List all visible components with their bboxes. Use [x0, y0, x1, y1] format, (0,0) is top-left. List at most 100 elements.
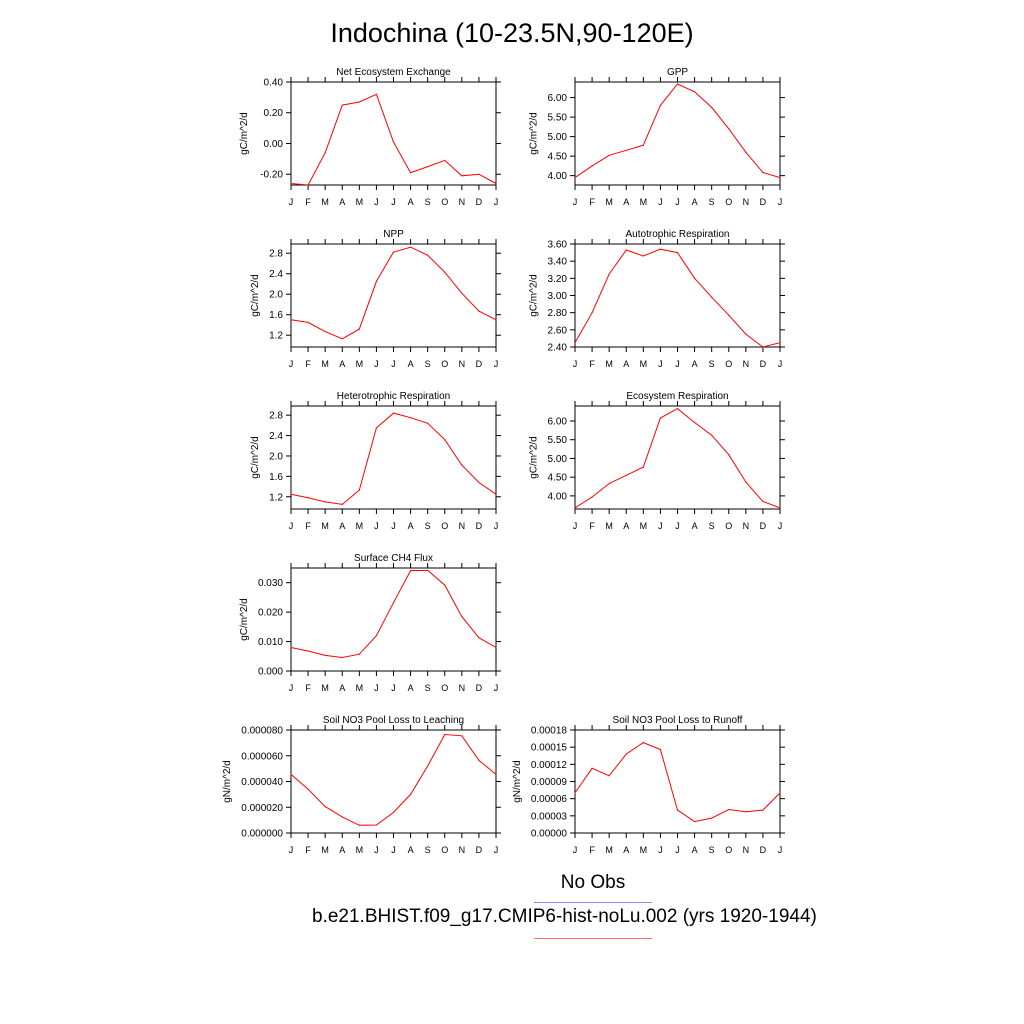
chart-title: Net Ecosystem Exchange: [336, 67, 451, 78]
x-tick-label: M: [321, 197, 329, 207]
x-tick-label: J: [494, 521, 499, 531]
x-tick-label: J: [675, 521, 680, 531]
x-tick-label: O: [441, 521, 448, 531]
x-tick-label: D: [760, 197, 767, 207]
data-point: [392, 251, 395, 253]
y-tick-label: 0.030: [258, 578, 283, 589]
x-tick-label: J: [494, 683, 499, 693]
data-point: [409, 570, 412, 572]
x-tick-label: A: [692, 359, 698, 369]
data-point: [478, 637, 480, 639]
data-point: [427, 569, 429, 571]
y-tick-label: 1.2: [269, 492, 283, 503]
data-point: [711, 434, 713, 436]
y-tick-label: 0.010: [258, 637, 283, 648]
y-tick-label: 0.000000: [241, 829, 283, 840]
page-title: Indochina (10-23.5N,90-120E): [330, 18, 694, 48]
y-tick-label: 6.00: [548, 416, 568, 427]
series-line: [574, 248, 781, 348]
data-point: [307, 321, 309, 324]
x-tick-label: A: [408, 845, 414, 855]
plot-frame: [290, 81, 497, 186]
data-point: [290, 182, 292, 185]
data-point: [375, 93, 378, 95]
data-point: [608, 482, 610, 485]
x-tick-label: J: [658, 845, 663, 855]
x-tick-label: J: [391, 683, 396, 693]
series-line: [290, 93, 497, 186]
y-tick-label: 2.0: [269, 451, 283, 462]
data-point: [478, 481, 480, 484]
y-tick-label: 4.50: [548, 473, 568, 484]
data-point: [591, 767, 593, 769]
plot-frame: [290, 567, 497, 672]
x-tick-label: F: [305, 521, 311, 531]
data-point: [409, 172, 412, 174]
data-point: [779, 507, 781, 509]
data-point: [779, 792, 781, 794]
y-axis-label: gC/m^2/d: [250, 436, 261, 479]
x-tick-label: A: [339, 521, 345, 531]
data-point: [427, 422, 429, 424]
x-tick-label: M: [640, 521, 648, 531]
data-point: [659, 417, 662, 419]
data-point: [427, 165, 429, 168]
data-point: [341, 338, 343, 340]
data-point: [625, 753, 627, 755]
x-tick-label: S: [709, 845, 715, 855]
y-tick-label: 1.6: [269, 310, 283, 321]
x-tick-label: N: [459, 197, 466, 207]
data-point: [444, 584, 446, 586]
y-tick-label: 2.40: [548, 343, 568, 354]
legend-model-line: [534, 938, 652, 939]
data-point: [762, 171, 764, 174]
x-tick-label: S: [425, 683, 431, 693]
data-point: [444, 271, 446, 273]
x-tick-label: O: [441, 683, 448, 693]
y-tick-label: 2.8: [269, 411, 283, 422]
data-point: [478, 310, 480, 312]
x-tick-label: A: [692, 845, 698, 855]
x-tick-label: M: [605, 197, 613, 207]
y-tick-label: 0.020: [258, 608, 283, 619]
x-tick-label: A: [339, 359, 345, 369]
data-point: [495, 319, 497, 321]
x-tick-label: J: [778, 197, 783, 207]
y-tick-label: 0.000: [258, 667, 283, 678]
series-line: [574, 83, 781, 179]
data-point: [375, 280, 378, 283]
data-point: [409, 246, 412, 248]
y-axis-label: gC/m^2/d: [529, 112, 540, 155]
y-tick-label: 1.2: [269, 331, 283, 342]
x-tick-label: J: [573, 521, 578, 531]
data-point: [461, 292, 463, 294]
x-tick-label: F: [589, 359, 595, 369]
data-point: [676, 83, 679, 85]
x-tick-label: J: [573, 197, 578, 207]
x-tick-label: A: [692, 521, 698, 531]
data-point: [779, 342, 781, 344]
y-tick-label: 2.60: [548, 325, 568, 336]
data-point: [324, 806, 326, 808]
data-point: [693, 421, 696, 424]
plot-frame: [574, 81, 781, 186]
x-tick-label: N: [743, 359, 750, 369]
y-tick-label: 0.00012: [531, 760, 568, 771]
legend-obs-line: [534, 902, 652, 903]
data-point: [290, 493, 292, 495]
y-tick-label: 3.00: [548, 291, 568, 302]
y-tick-label: 4.00: [548, 491, 568, 502]
x-tick-label: J: [289, 845, 294, 855]
x-tick-label: S: [425, 197, 431, 207]
data-point: [608, 273, 610, 275]
data-point: [307, 184, 309, 186]
x-tick-label: J: [675, 197, 680, 207]
x-tick-label: N: [459, 359, 466, 369]
data-point: [478, 759, 480, 761]
chart-title: Soil NO3 Pool Loss to Leaching: [323, 715, 464, 726]
data-point: [642, 144, 644, 146]
